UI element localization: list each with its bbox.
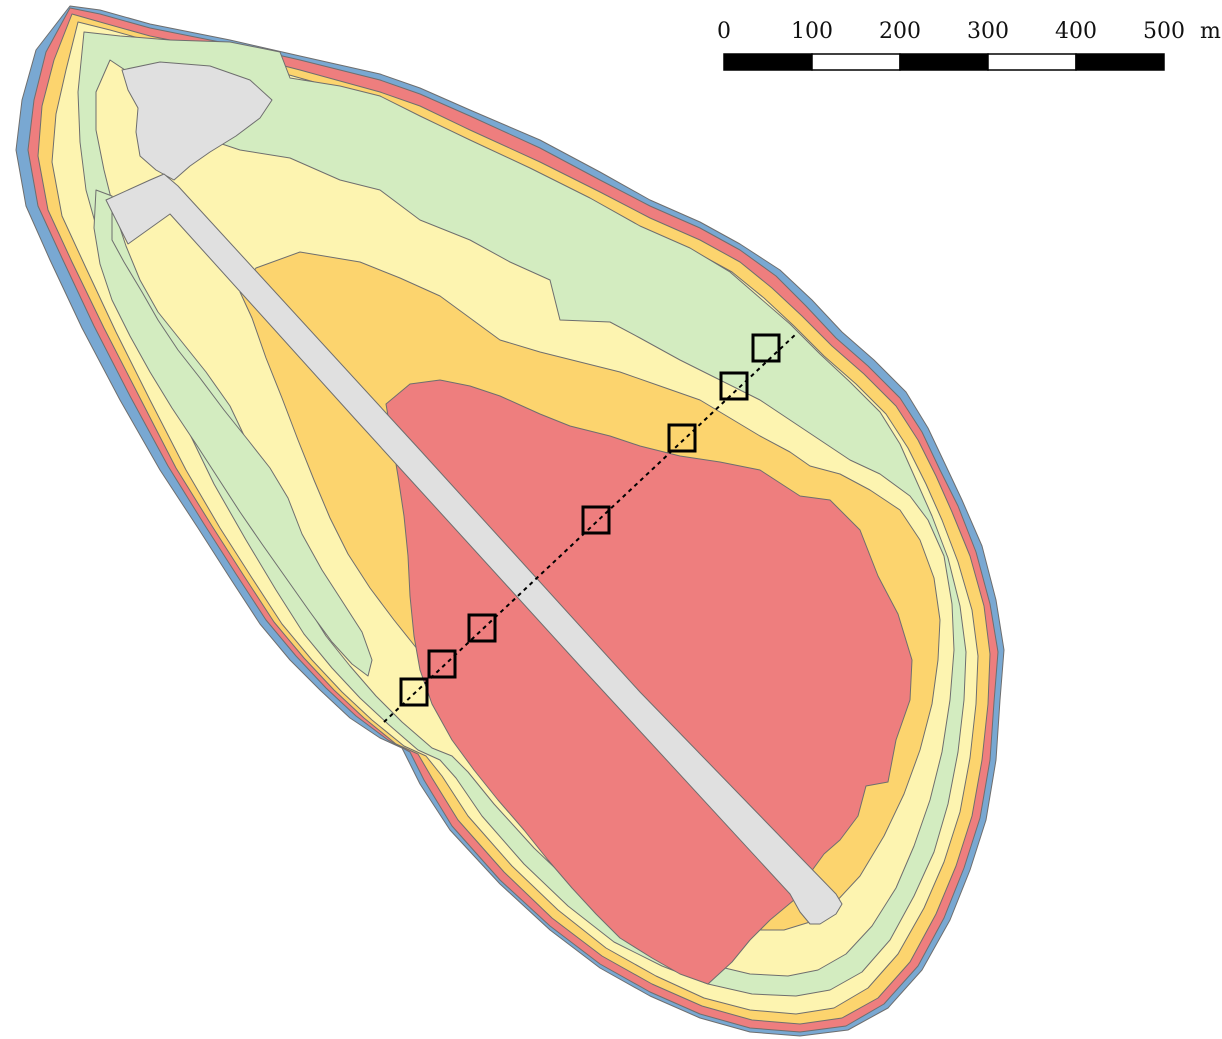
quadrat-square — [581, 505, 611, 535]
building-north — [121, 61, 273, 181]
scale-bar: 0 100 200 300 400 500 m — [717, 19, 1221, 71]
quadrat-square — [467, 613, 497, 643]
scale-segment-3 — [987, 53, 1077, 71]
scale-label-500: 500 — [1143, 19, 1185, 44]
quadrat-square — [667, 423, 697, 453]
quadrat-square — [427, 649, 457, 679]
quadrat-square — [751, 333, 781, 363]
scale-label-0: 0 — [717, 19, 731, 44]
quadrat-square — [399, 677, 429, 707]
scale-unit: m — [1200, 19, 1221, 44]
scale-segment-0 — [723, 53, 813, 71]
quadrat-group — [399, 333, 781, 707]
scale-segment-4 — [1075, 53, 1165, 71]
scale-segment-2 — [899, 53, 989, 71]
transect-line — [383, 333, 797, 723]
scale-segment-1 — [811, 53, 901, 71]
quadrat-square — [719, 371, 749, 401]
runway — [105, 173, 843, 925]
zone-green-left-strip — [93, 189, 373, 677]
zone-red-core — [385, 379, 913, 985]
scale-label-400: 400 — [1055, 19, 1097, 44]
scale-label-200: 200 — [879, 19, 921, 44]
scale-label-300: 300 — [967, 19, 1009, 44]
scale-label-100: 100 — [791, 19, 833, 44]
